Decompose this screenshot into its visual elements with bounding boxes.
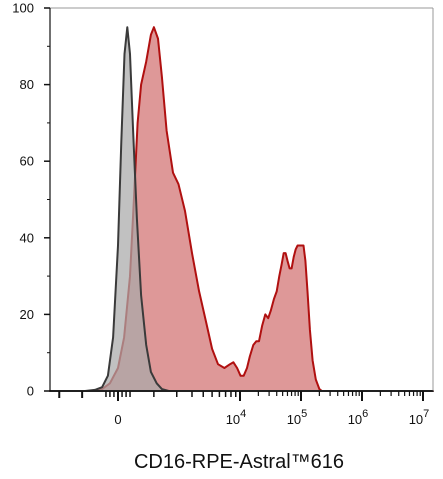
y-tick-label: 100 — [12, 1, 34, 16]
x-axis-title: CD16-RPE-Astral™616 — [134, 451, 344, 473]
x-tick-label-base: 10 — [348, 412, 362, 427]
series-stained — [49, 26, 434, 392]
x-tick-label-exponent: 4 — [240, 408, 246, 420]
x-tick-label: 106 — [348, 408, 369, 427]
x-tick-label-exponent: 5 — [301, 408, 307, 420]
x-tick-label-base: 10 — [226, 412, 240, 427]
y-tick-label: 0 — [27, 384, 34, 399]
x-tick-label: 107 — [409, 408, 430, 427]
series-stained-area — [49, 26, 434, 392]
x-tick-label-base: 10 — [409, 412, 423, 427]
x-tick-label: 0 — [114, 412, 121, 427]
y-tick-label: 20 — [20, 307, 34, 322]
plot-background — [50, 8, 433, 391]
y-tick-label: 40 — [20, 230, 34, 245]
series-control-area — [49, 26, 434, 392]
plot-area — [49, 8, 434, 392]
x-tick-label-base: 10 — [287, 412, 301, 427]
series-control — [49, 26, 434, 392]
x-tick-label-exponent: 6 — [362, 408, 368, 420]
y-tick-label: 80 — [20, 77, 34, 92]
x-tick-label-exponent: 7 — [423, 408, 429, 420]
y-tick-label: 60 — [20, 154, 34, 169]
x-tick-label: 104 — [226, 408, 247, 427]
x-tick-label-base: 0 — [114, 412, 121, 427]
x-tick-label: 105 — [287, 408, 308, 427]
